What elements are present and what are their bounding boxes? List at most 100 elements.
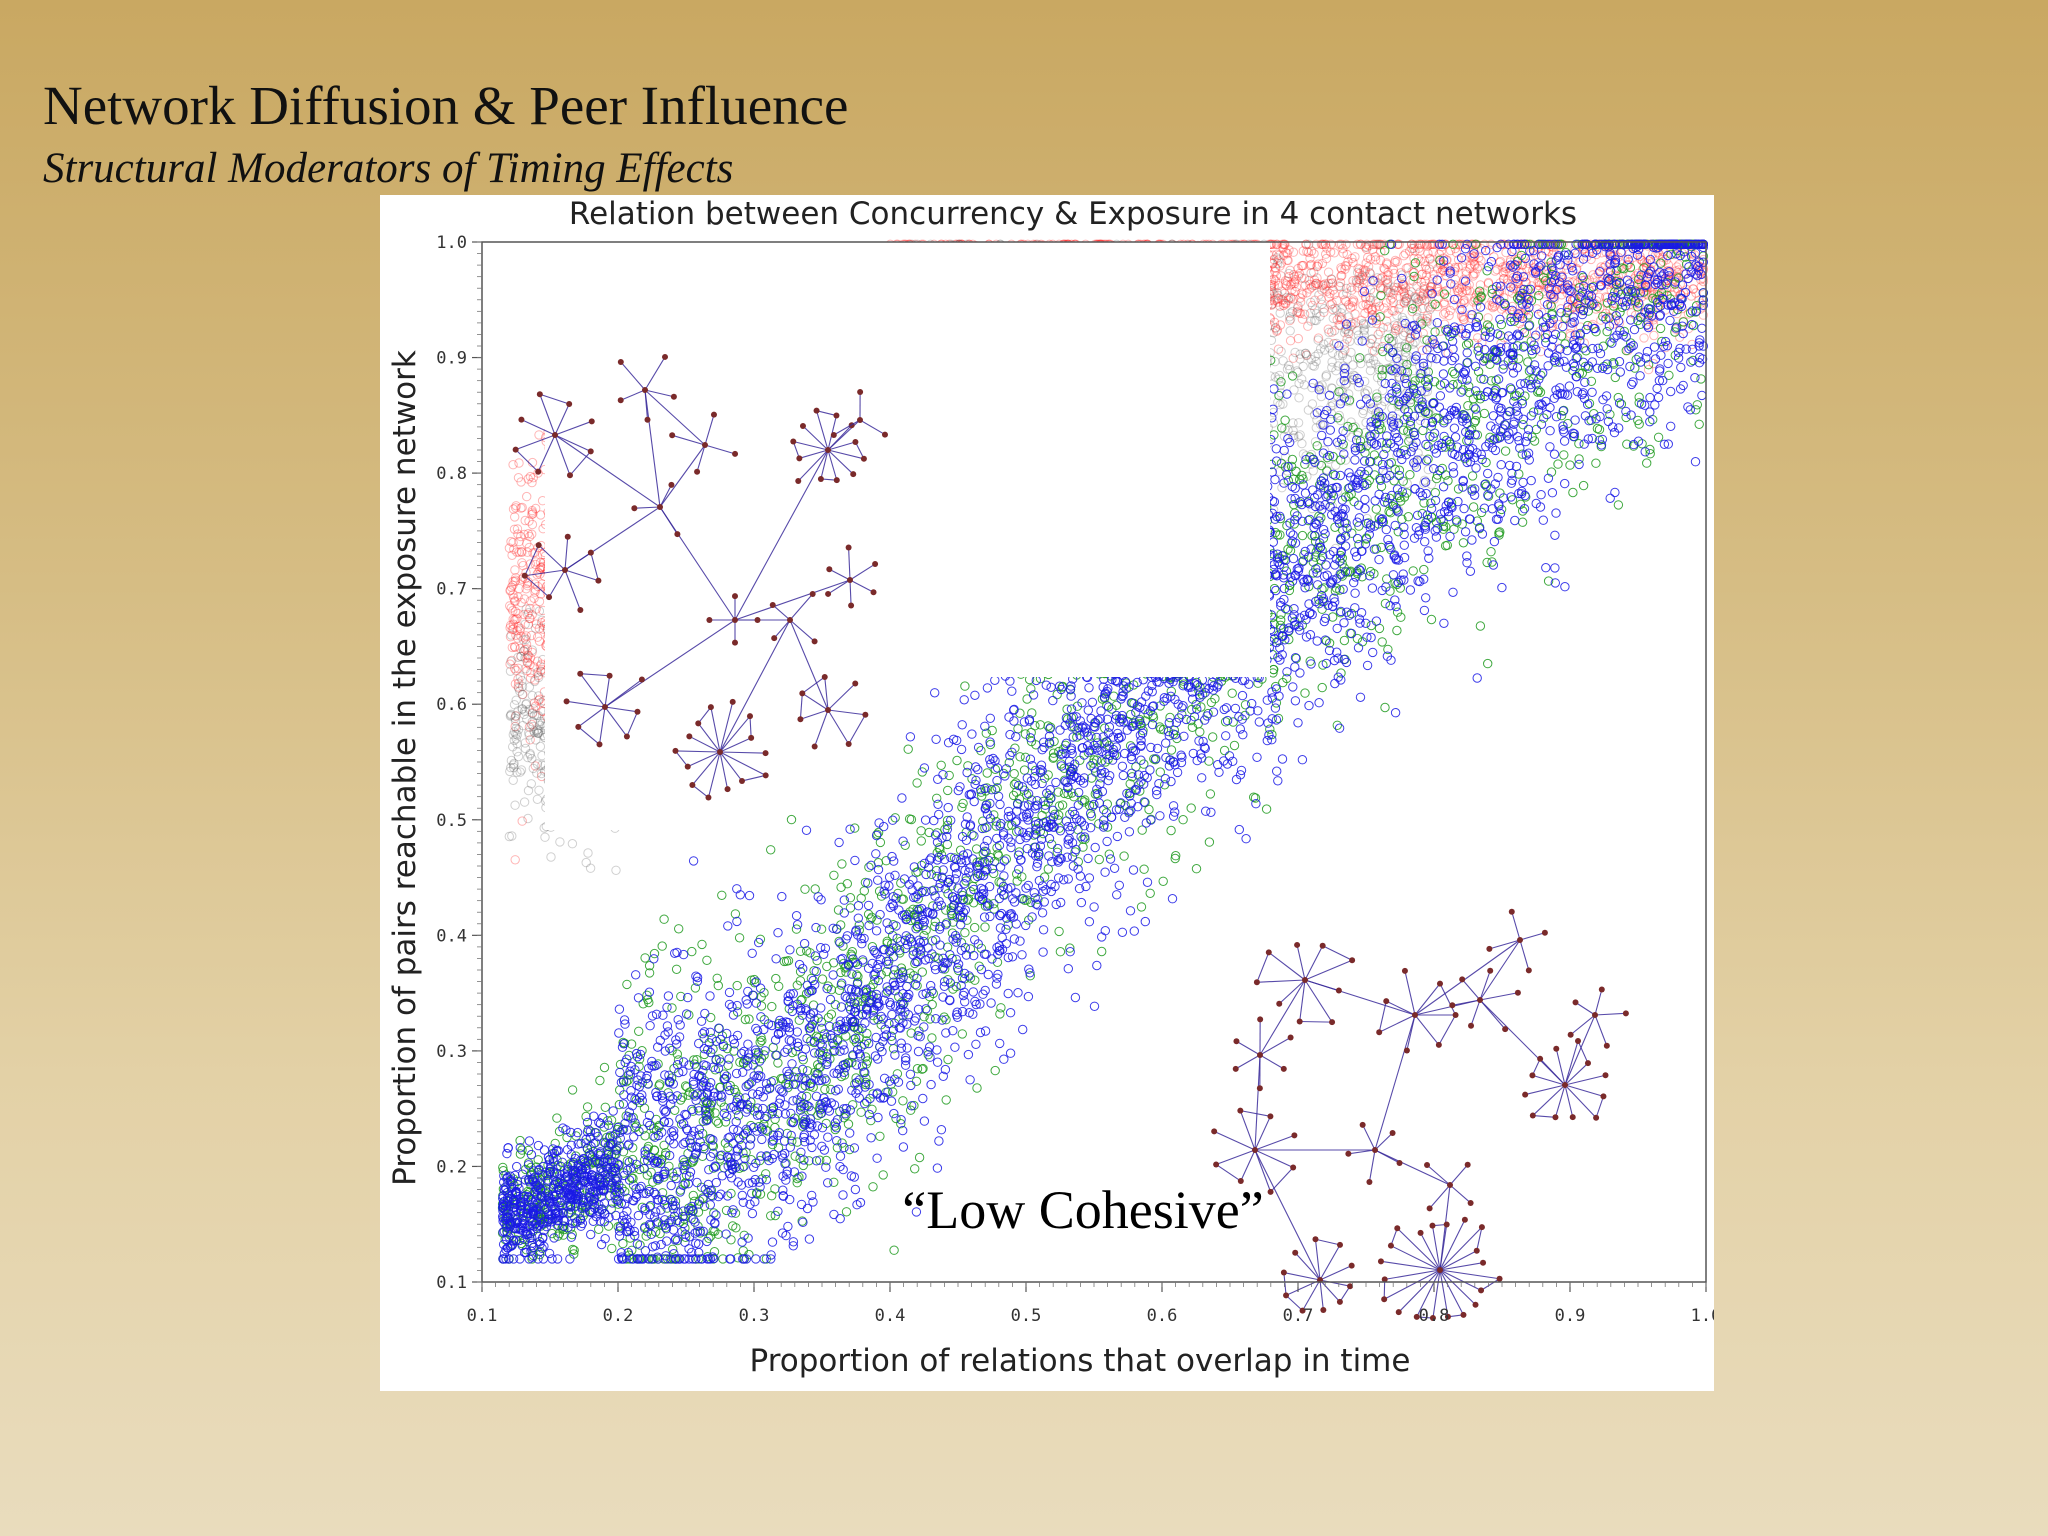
data-point [510,679,521,689]
data-point [534,694,545,704]
data-point [1415,239,1426,249]
data-point [528,473,539,483]
data-point [1472,264,1483,274]
data-point [528,509,538,519]
data-point [1433,286,1444,297]
data-point [1272,294,1282,304]
data-point [534,785,544,795]
data-point [1409,259,1420,269]
data-point [1278,295,1288,305]
data-point [1273,344,1284,354]
data-point [1382,285,1393,296]
data-point [1414,296,1425,307]
data-point [516,631,526,641]
data-point [1484,300,1494,310]
data-point [1412,273,1422,284]
data-point [1422,311,1433,321]
data-point [522,538,532,549]
data-point [509,524,520,534]
data-point [1695,268,1705,279]
data-point [1557,283,1568,294]
data-point [1512,261,1522,271]
data-point [525,471,536,482]
data-point [1317,285,1327,295]
data-point [1461,266,1471,276]
data-point [1346,317,1356,328]
data-point [505,659,515,669]
data-point [1417,294,1427,304]
data-point [1297,260,1308,271]
data-point [1272,239,1282,249]
data-point [1504,263,1515,273]
data-point [509,593,519,603]
data-point [516,651,526,661]
data-point [508,624,519,634]
data-point [529,662,539,672]
data-point [1428,247,1438,257]
data-point [511,503,521,513]
data-point [1312,261,1322,272]
data-point [1459,295,1469,305]
data-point [510,642,520,652]
chart-title: Relation between Concurrency & Exposure … [569,196,1577,232]
data-point [1449,266,1460,277]
data-point [505,585,516,595]
data-point [1348,295,1359,305]
data-point [1303,321,1313,331]
data-point [527,477,537,488]
data-point [527,529,537,539]
data-point [524,531,535,542]
data-point [1289,279,1300,289]
data-point [1311,278,1322,289]
data-point [514,458,524,468]
data-point [521,699,531,710]
data-point [1367,305,1377,315]
data-point [522,491,532,502]
data-point [581,857,591,868]
data-point [505,632,516,642]
data-point [1313,335,1323,345]
data-point [1399,297,1409,308]
data-point [513,682,523,692]
data-point [1407,239,1417,249]
data-point [1285,265,1295,276]
data-point [508,605,518,616]
data-point [512,747,522,757]
data-point [1276,258,1287,268]
data-point [1287,285,1297,295]
data-point [1306,246,1317,256]
data-point [1281,299,1291,309]
data-point [510,855,520,865]
data-point [1635,251,1645,262]
data-point [1522,264,1532,274]
data-point [522,547,533,557]
data-point [1534,281,1544,291]
data-point [509,735,520,746]
data-point [1495,256,1506,267]
data-point [1375,240,1385,250]
data-point [1425,254,1435,264]
data-point [527,610,537,620]
data-point [1529,247,1540,257]
data-point [1439,299,1450,309]
data-point [1498,239,1509,249]
data-point [1324,292,1334,302]
data-point [1387,293,1397,303]
data-point [1292,307,1302,318]
data-point [1488,302,1498,313]
data-point [1395,372,1405,383]
data-point [518,560,528,571]
data-point [1331,366,1341,376]
data-point [1440,239,1451,249]
data-point [1595,303,1605,313]
data-point [534,636,545,646]
data-point [1424,264,1435,274]
data-point [1314,459,1324,469]
data-point [1332,295,1342,306]
data-point [516,597,526,608]
data-point [1522,290,1532,300]
data-point [1427,302,1437,312]
data-point [1453,254,1464,265]
data-point [1672,262,1682,272]
data-point [1570,293,1580,304]
